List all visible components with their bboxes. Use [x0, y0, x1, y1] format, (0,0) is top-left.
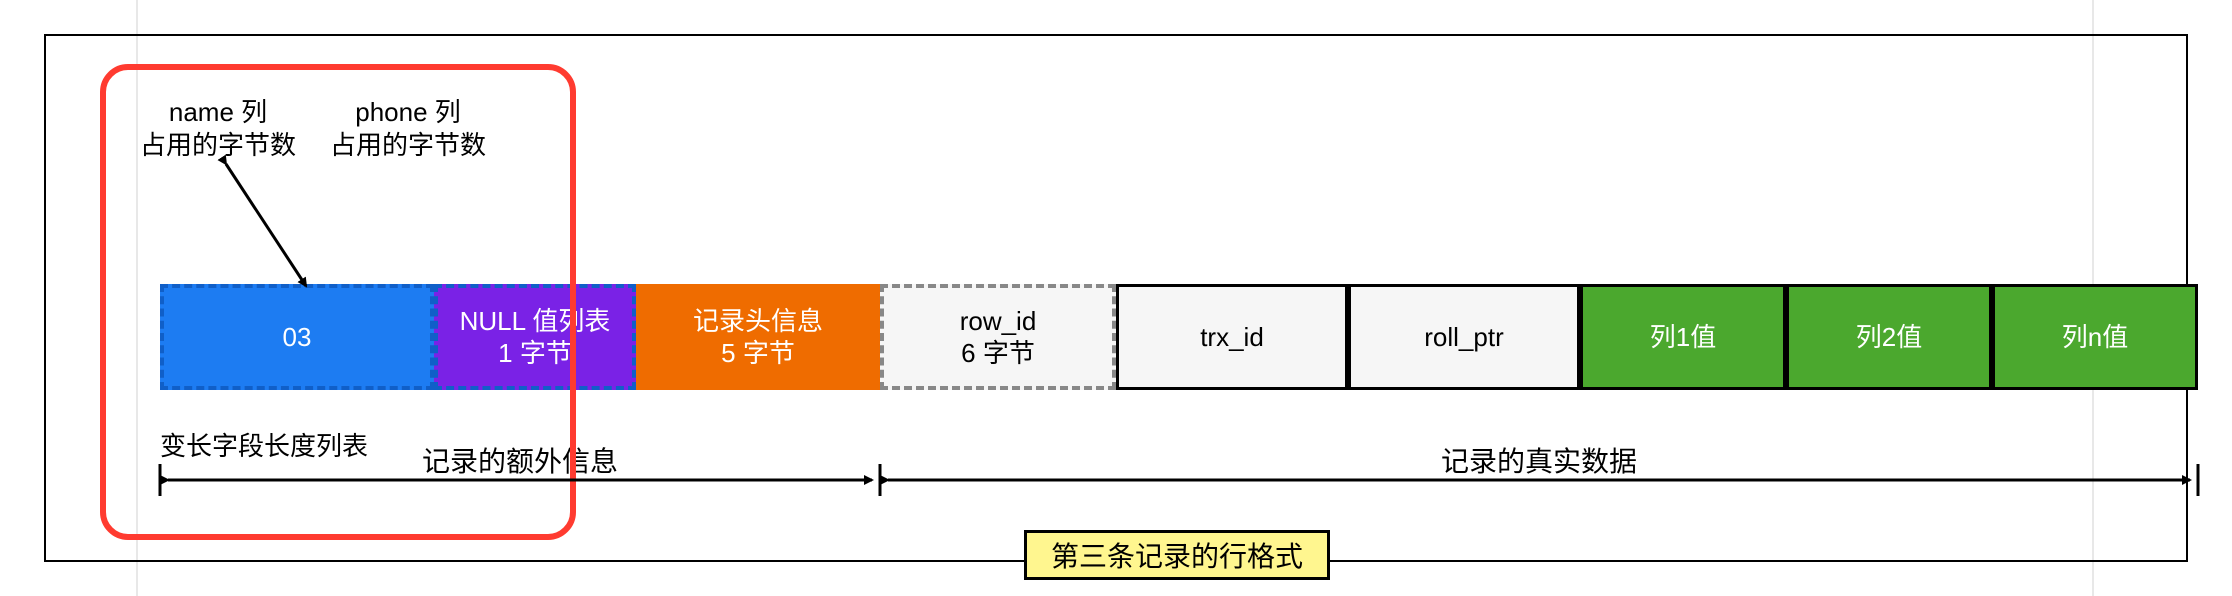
arrow-layer	[0, 0, 2232, 596]
